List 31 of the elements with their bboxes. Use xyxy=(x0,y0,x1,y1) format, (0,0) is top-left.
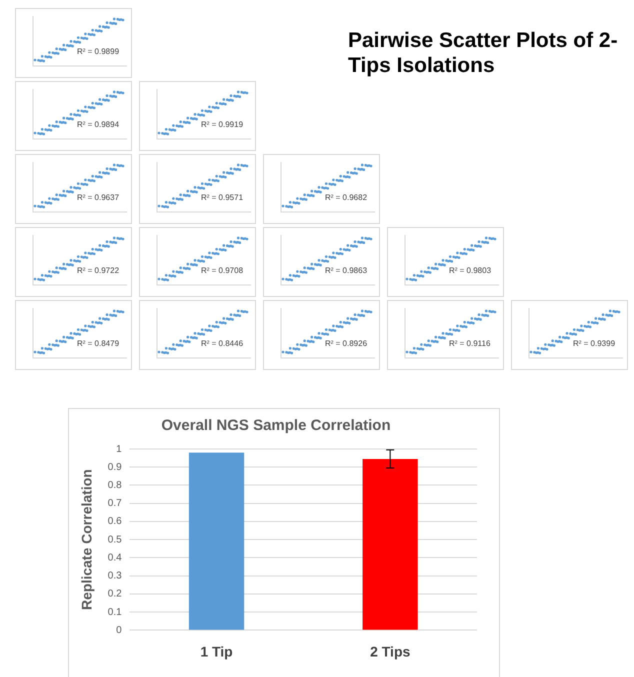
y-tick-label: 0 xyxy=(116,624,122,636)
y-tick-label: 0.3 xyxy=(108,570,122,582)
text: R² = 0.9863 xyxy=(325,266,368,275)
text: R² = 0.9708 xyxy=(201,266,244,275)
text: R² = 0.9571 xyxy=(201,193,244,202)
y-tick-label: 0.5 xyxy=(108,534,122,546)
y-tick-label: 0.6 xyxy=(108,516,122,528)
x-tick-label: 1 Tip xyxy=(200,643,233,660)
y-tick-label: 0.9 xyxy=(108,462,122,473)
text: R² = 0.9637 xyxy=(77,193,120,202)
text: R² = 0.8446 xyxy=(201,339,244,348)
y-axis-title: Replicate Correlation xyxy=(78,469,94,610)
text: R² = 0.9116 xyxy=(449,339,490,348)
x-tick-label: 2 Tips xyxy=(370,643,410,660)
text: R² = 0.8926 xyxy=(325,339,368,348)
text: R² = 0.9894 xyxy=(77,120,120,129)
text: R² = 0.9399 xyxy=(573,339,616,348)
chart-title: Overall NGS Sample Correlation xyxy=(161,417,391,434)
y-tick-label: 0.7 xyxy=(108,498,122,510)
text: Pairwise Scatter Plots of 2-Tips Isolations xyxy=(348,29,618,77)
y-tick-label: 0.4 xyxy=(108,552,122,564)
text: R² = 0.9682 xyxy=(325,193,368,202)
y-tick-label: 0.8 xyxy=(108,480,122,491)
text: R² = 0.8479 xyxy=(77,339,120,348)
text: R² = 0.9803 xyxy=(449,266,492,275)
text: R² = 0.9919 xyxy=(201,120,244,129)
y-tick-label: 0.2 xyxy=(108,588,122,600)
y-tick-label: 0.1 xyxy=(108,606,122,618)
text: R² = 0.9722 xyxy=(77,266,120,275)
y-tick-label: 1 xyxy=(116,444,122,455)
text: R² = 0.9899 xyxy=(77,47,120,56)
